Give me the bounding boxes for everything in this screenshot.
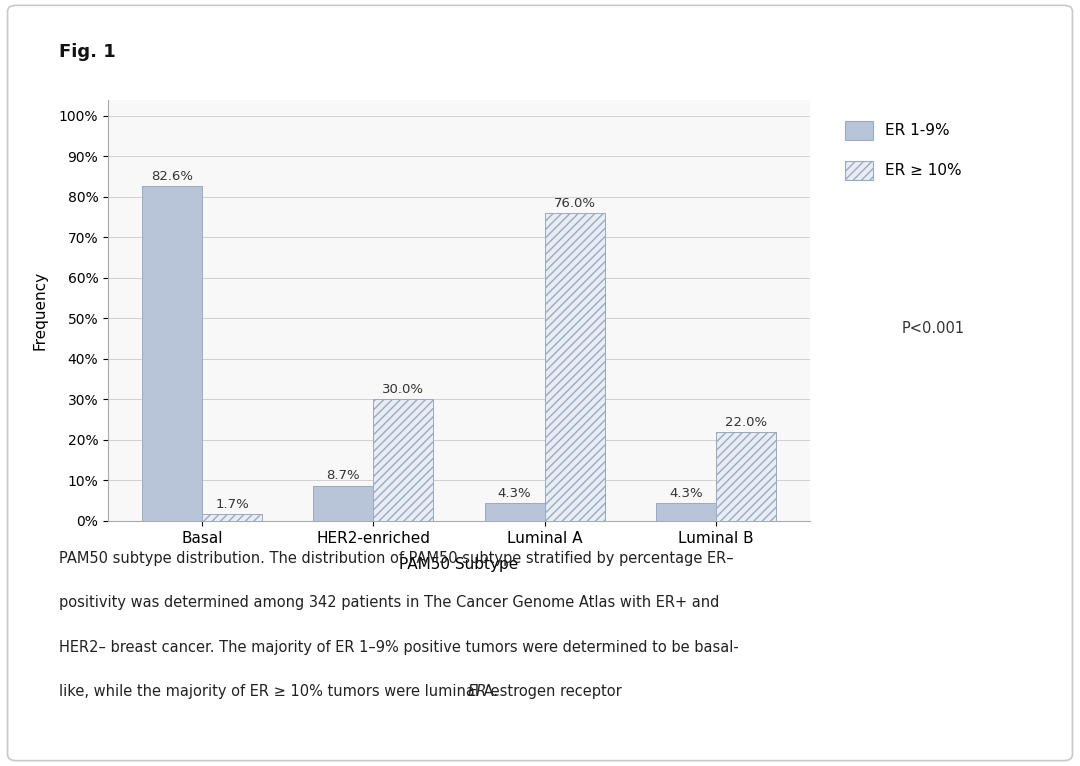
Text: 4.3%: 4.3% [669, 487, 703, 500]
X-axis label: PAM50 Subtype: PAM50 Subtype [400, 557, 518, 571]
Text: P<0.001: P<0.001 [902, 321, 964, 336]
Text: 30.0%: 30.0% [382, 383, 424, 396]
Text: like, while the majority of ER ≥ 10% tumors were luminal A.: like, while the majority of ER ≥ 10% tum… [59, 684, 503, 699]
Bar [656, 503, 716, 521]
Text: 82.6%: 82.6% [151, 170, 193, 183]
Bar [485, 503, 544, 521]
Legend: ER 1-9%, ER ≥ 10%: ER 1-9%, ER ≥ 10% [839, 115, 968, 186]
Bar [143, 186, 202, 521]
Text: PAM50 subtype distribution. The distribution of PAM50 subtype stratified by perc: PAM50 subtype distribution. The distribu… [59, 551, 734, 566]
Y-axis label: Frequency: Frequency [32, 270, 48, 350]
Text: positivity was determined among 342 patients in The Cancer Genome Atlas with ER+: positivity was determined among 342 pati… [59, 595, 719, 611]
Bar [544, 213, 605, 521]
Bar [313, 486, 374, 521]
Text: ER: ER [468, 684, 487, 699]
Text: HER2– breast cancer. The majority of ER 1–9% positive tumors were determined to : HER2– breast cancer. The majority of ER … [59, 640, 739, 655]
Text: 22.0%: 22.0% [725, 415, 767, 428]
Bar [716, 432, 775, 521]
Bar [202, 514, 262, 521]
Text: 4.3%: 4.3% [498, 487, 531, 500]
Bar [374, 399, 433, 521]
Text: Fig. 1: Fig. 1 [59, 44, 117, 61]
Text: 8.7%: 8.7% [326, 470, 361, 483]
Text: 1.7%: 1.7% [215, 498, 249, 511]
Text: estrogen receptor: estrogen receptor [486, 684, 622, 699]
Text: 76.0%: 76.0% [554, 197, 595, 210]
